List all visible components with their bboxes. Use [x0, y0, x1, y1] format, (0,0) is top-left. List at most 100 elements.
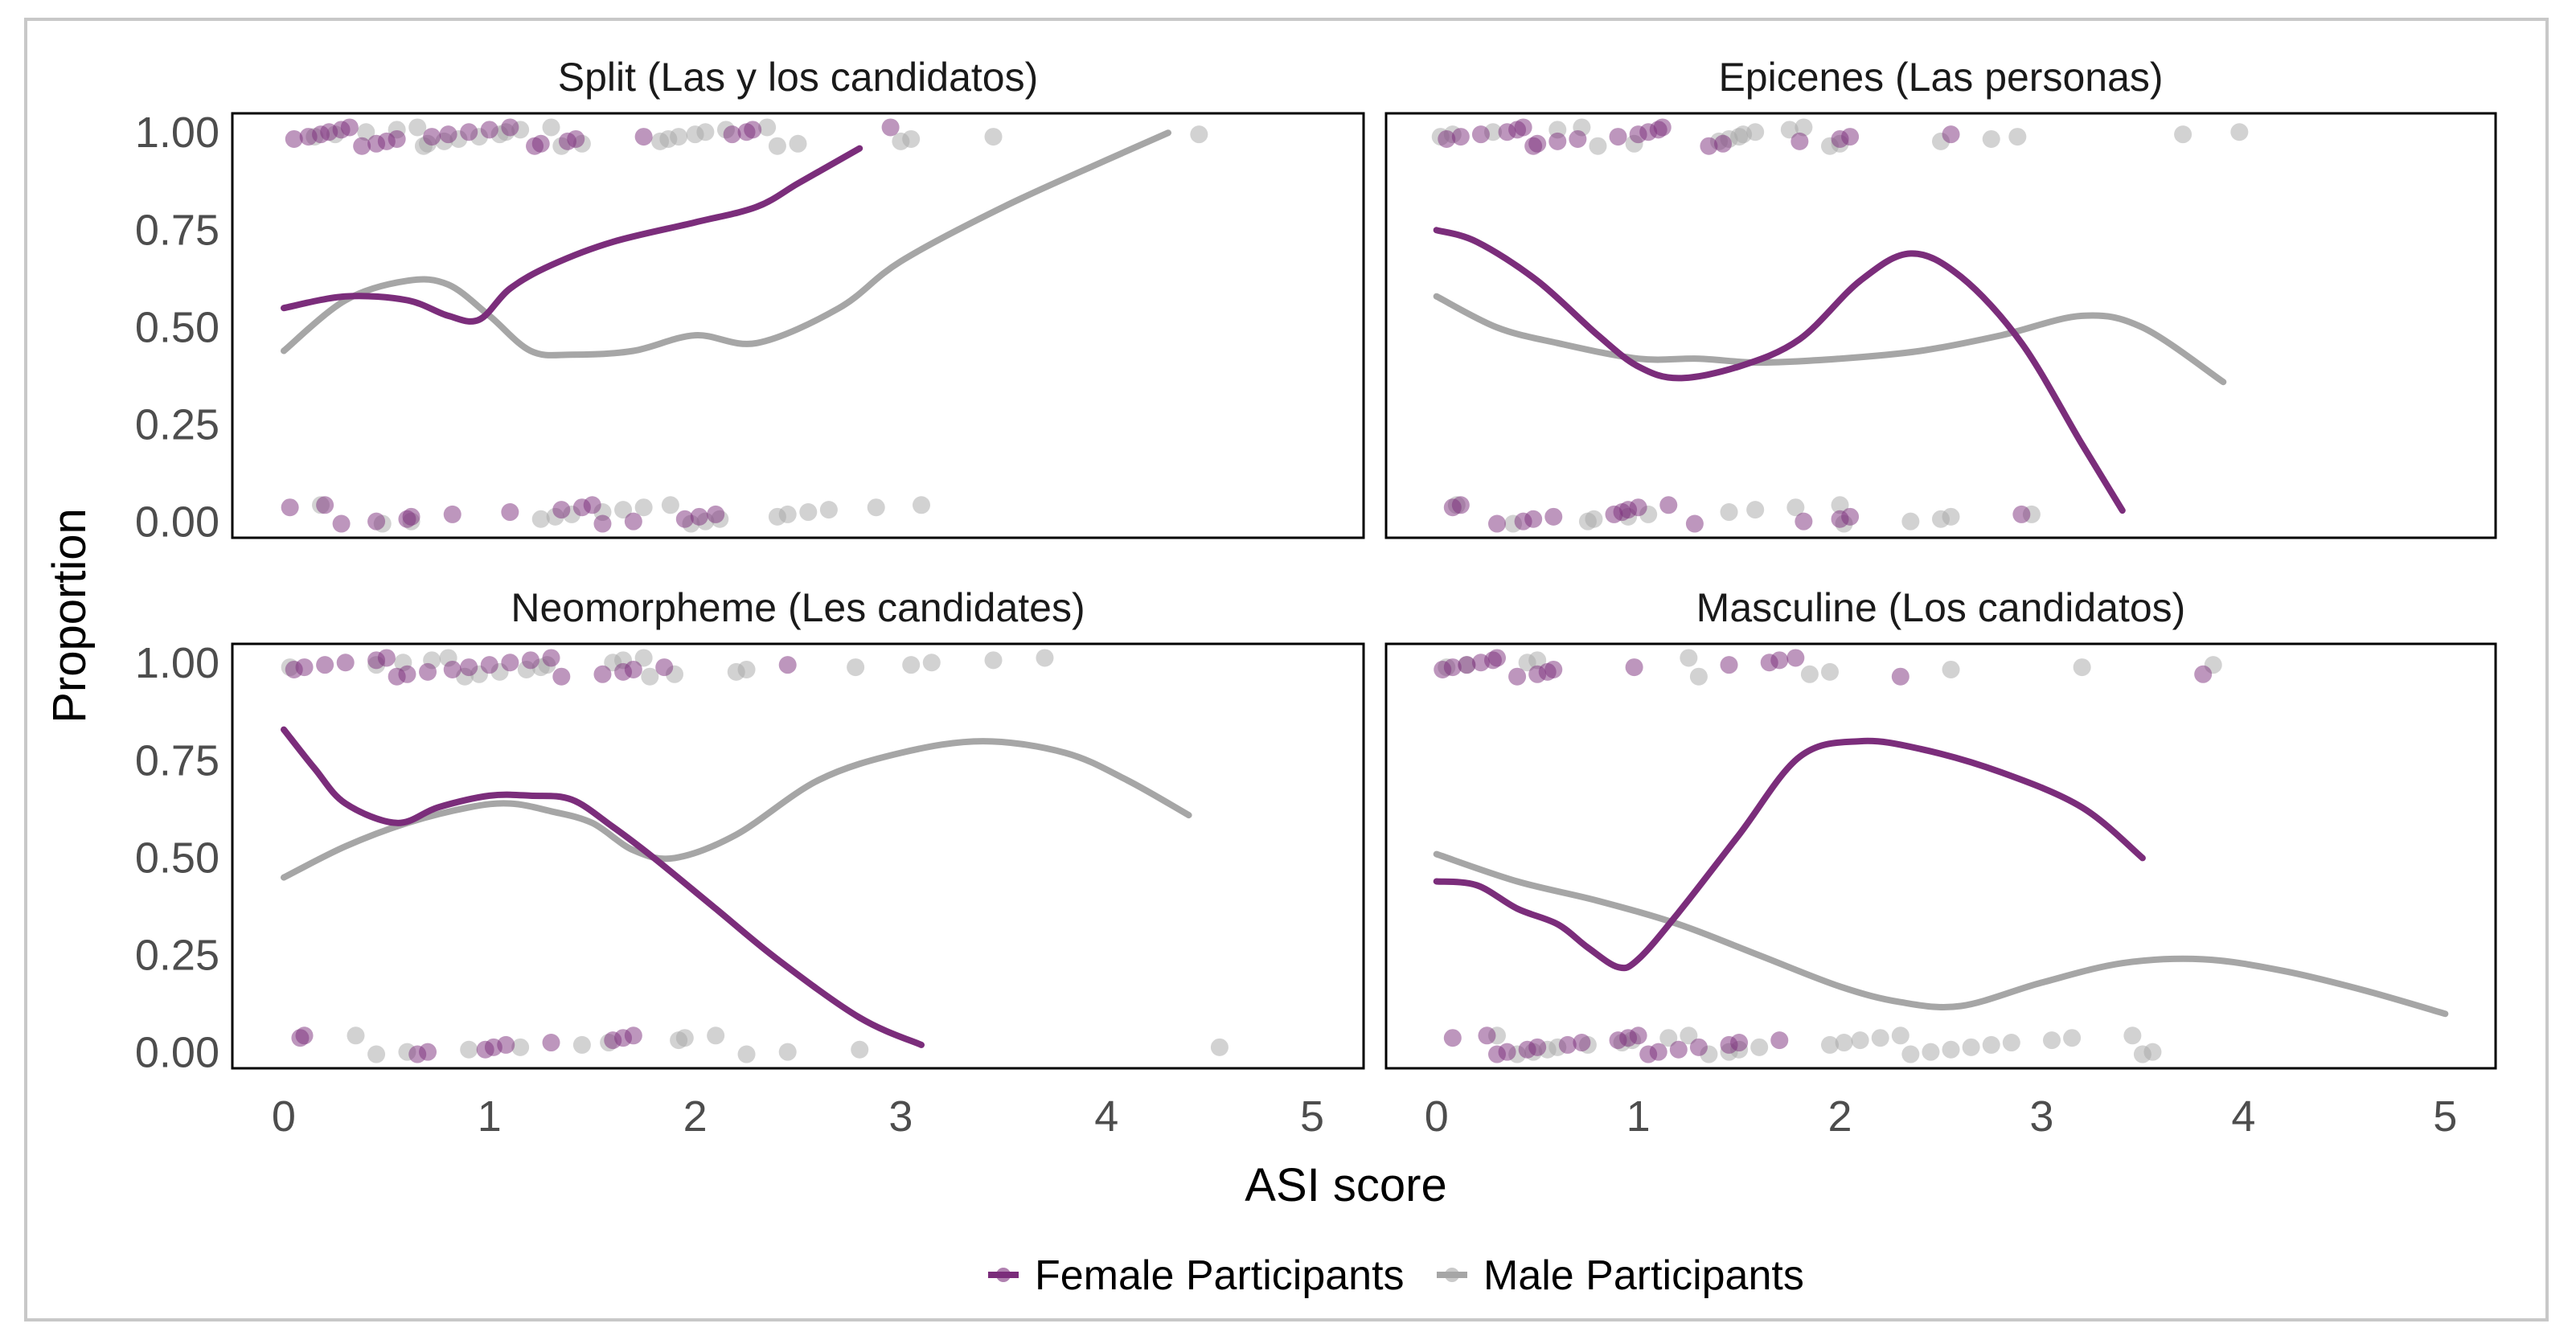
male-point — [737, 1045, 756, 1063]
female-point — [1730, 1034, 1749, 1052]
female-point — [281, 498, 299, 517]
panel-border — [1384, 112, 2497, 539]
x-tick-label: 1 — [478, 1092, 502, 1141]
male-point — [408, 118, 427, 137]
male-point — [641, 667, 659, 686]
male-point — [1746, 501, 1765, 519]
male-point — [1795, 118, 1813, 137]
male-point — [1942, 660, 1960, 678]
male-point — [1800, 665, 1819, 683]
x-tick-label: 0 — [272, 1092, 296, 1141]
female-point — [1720, 656, 1738, 674]
panel-title: Masculine (Los candidatos) — [1696, 585, 2186, 630]
female-point — [1891, 667, 1909, 686]
female-point — [340, 118, 359, 137]
female-point — [1841, 128, 1860, 146]
male-point — [1589, 137, 1607, 155]
male-point — [2043, 1031, 2061, 1050]
female-point — [531, 134, 550, 153]
female-point — [497, 1035, 515, 1054]
female-point — [1548, 132, 1567, 150]
x-axis-title: ASI score — [1245, 1159, 1446, 1211]
male-point — [1821, 1035, 1839, 1054]
male-point — [1942, 507, 1960, 526]
female-point — [398, 665, 416, 683]
male-point — [1036, 649, 1054, 667]
female-point — [567, 129, 585, 148]
female-point — [723, 125, 741, 144]
legend-key-point — [1445, 1268, 1459, 1282]
female-point — [1438, 129, 1456, 148]
female-point — [1659, 496, 1678, 514]
female-point — [624, 512, 642, 531]
male-point — [768, 137, 786, 155]
male-point — [2002, 1034, 2020, 1052]
female-point — [1629, 1026, 1647, 1045]
female-point — [480, 121, 498, 139]
female-point — [1514, 118, 1532, 137]
x-tick-label: 0 — [1425, 1092, 1449, 1141]
female-point — [1528, 1038, 1547, 1056]
female-point — [1685, 514, 1704, 533]
male-point — [984, 651, 1003, 670]
male-point — [819, 501, 838, 519]
x-tick-label: 4 — [2231, 1092, 2255, 1141]
female-point — [2012, 505, 2031, 523]
male-point — [1922, 1043, 1940, 1061]
y-tick-label: 0.00 — [135, 498, 219, 547]
female-point — [1669, 1040, 1688, 1059]
male-point — [572, 1035, 591, 1054]
x-tick-label: 3 — [2029, 1092, 2053, 1141]
male-point — [1585, 510, 1603, 528]
male-point — [1901, 512, 1920, 531]
male-point — [912, 496, 930, 514]
male-point — [614, 501, 633, 519]
y-tick-label: 0.25 — [135, 401, 219, 449]
male-point — [675, 1029, 694, 1047]
female-point — [1795, 512, 1813, 531]
female-point — [1451, 128, 1470, 146]
male-point — [778, 505, 797, 523]
male-point — [1780, 121, 1799, 139]
male-point — [1720, 503, 1738, 522]
female-point — [332, 514, 351, 533]
female-point — [1558, 1035, 1577, 1054]
male-point — [1831, 496, 1849, 514]
female-point — [1689, 1038, 1708, 1056]
male-point — [902, 129, 921, 148]
female-point — [542, 649, 560, 667]
female-point — [634, 128, 653, 146]
x-tick-label: 5 — [1300, 1092, 1324, 1141]
female-point — [1488, 514, 1506, 533]
male-point — [2123, 1026, 2142, 1045]
male-point — [851, 1040, 869, 1059]
female-point — [1714, 134, 1733, 153]
female-smooth-line — [281, 726, 925, 1048]
panel-2: Epicenes (Las personas) — [1384, 55, 2497, 539]
female-point — [1488, 649, 1506, 667]
male-point — [661, 496, 679, 514]
male-point — [1962, 1038, 1980, 1056]
female-point — [1498, 1043, 1516, 1061]
legend-key-point — [996, 1268, 1011, 1282]
female-point — [1573, 1034, 1591, 1052]
female-point — [336, 654, 355, 672]
legend: Female Participants Male Participants — [988, 1252, 1804, 1299]
female-point — [1443, 1029, 1462, 1047]
male-point — [531, 510, 550, 528]
male-point — [707, 1026, 725, 1045]
male-point — [634, 498, 653, 517]
female-point — [593, 514, 612, 533]
female-point — [778, 656, 797, 674]
y-tick-label: 0.75 — [135, 206, 219, 254]
male-point — [1680, 649, 1698, 667]
male-point — [2174, 125, 2192, 144]
panels-layer: Split (Las y los candidatos) 0.00 0.25 0.50… — [135, 55, 2497, 1141]
female-point — [744, 121, 762, 139]
male-point — [1821, 662, 1839, 681]
x-tick-label: 2 — [683, 1092, 708, 1141]
male-point — [1528, 651, 1547, 670]
female-point — [1569, 129, 1587, 148]
panel-border — [1384, 642, 2497, 1070]
male-point — [1871, 1029, 1889, 1047]
